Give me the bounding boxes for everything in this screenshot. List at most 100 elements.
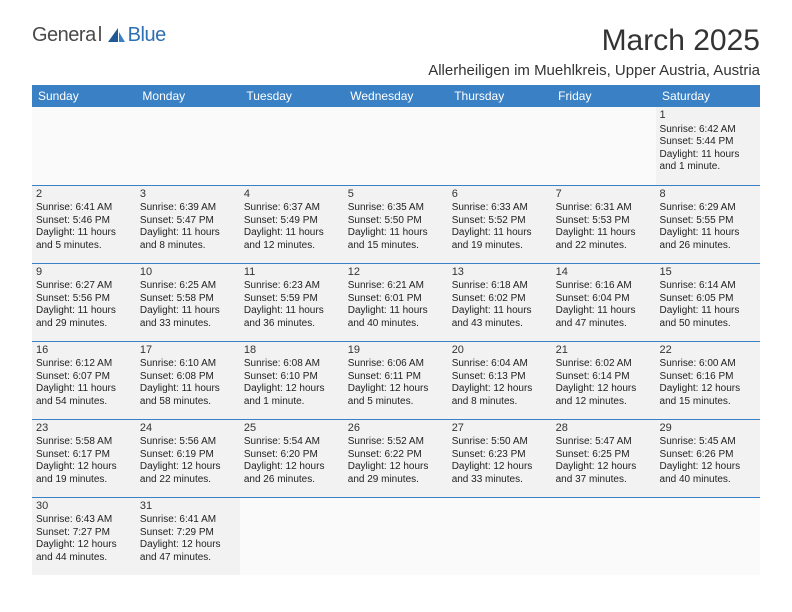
- daylight-text: and 37 minutes.: [556, 474, 652, 487]
- daylight-text: Daylight: 11 hours: [452, 227, 548, 240]
- day-cell: 19Sunrise: 6:06 AMSunset: 6:11 PMDayligh…: [344, 341, 448, 419]
- sunrise-text: Sunrise: 5:58 AM: [36, 436, 132, 449]
- day-number: 21: [556, 344, 652, 358]
- sunset-text: Sunset: 6:22 PM: [348, 449, 444, 462]
- daylight-text: Daylight: 12 hours: [348, 461, 444, 474]
- week-row: 1Sunrise: 6:42 AMSunset: 5:44 PMDaylight…: [32, 107, 760, 185]
- day-number: 10: [140, 266, 236, 280]
- sunrise-text: Sunrise: 6:41 AM: [36, 202, 132, 215]
- daylight-text: and 19 minutes.: [36, 474, 132, 487]
- day-number: 29: [660, 422, 756, 436]
- sunset-text: Sunset: 5:58 PM: [140, 293, 236, 306]
- sunrise-text: Sunrise: 5:50 AM: [452, 436, 548, 449]
- day-cell: 26Sunrise: 5:52 AMSunset: 6:22 PMDayligh…: [344, 419, 448, 497]
- daylight-text: Daylight: 12 hours: [556, 383, 652, 396]
- daylight-text: Daylight: 11 hours: [660, 305, 756, 318]
- day-header: Friday: [552, 85, 656, 107]
- day-number: 11: [244, 266, 340, 280]
- day-number: 20: [452, 344, 548, 358]
- sunset-text: Sunset: 5:53 PM: [556, 215, 652, 228]
- daylight-text: and 50 minutes.: [660, 318, 756, 331]
- logo-text-l: l: [98, 24, 102, 47]
- sunrise-text: Sunrise: 6:16 AM: [556, 280, 652, 293]
- location: Allerheiligen im Muehlkreis, Upper Austr…: [428, 62, 760, 79]
- sunset-text: Sunset: 6:02 PM: [452, 293, 548, 306]
- day-number: 26: [348, 422, 444, 436]
- day-cell: [448, 497, 552, 575]
- day-cell: [240, 107, 344, 185]
- sunset-text: Sunset: 5:55 PM: [660, 215, 756, 228]
- day-header: Wednesday: [344, 85, 448, 107]
- sunrise-text: Sunrise: 6:43 AM: [36, 514, 132, 527]
- daylight-text: Daylight: 12 hours: [244, 461, 340, 474]
- sunrise-text: Sunrise: 6:18 AM: [452, 280, 548, 293]
- daylight-text: Daylight: 11 hours: [140, 227, 236, 240]
- daylight-text: and 5 minutes.: [348, 396, 444, 409]
- daylight-text: and 12 minutes.: [244, 240, 340, 253]
- day-cell: 1Sunrise: 6:42 AMSunset: 5:44 PMDaylight…: [656, 107, 760, 185]
- sunset-text: Sunset: 5:59 PM: [244, 293, 340, 306]
- sunrise-text: Sunrise: 6:27 AM: [36, 280, 132, 293]
- daylight-text: and 54 minutes.: [36, 396, 132, 409]
- day-number: 23: [36, 422, 132, 436]
- day-number: 2: [36, 188, 132, 202]
- daylight-text: and 22 minutes.: [140, 474, 236, 487]
- month-title: March 2025: [428, 24, 760, 58]
- week-row: 9Sunrise: 6:27 AMSunset: 5:56 PMDaylight…: [32, 263, 760, 341]
- day-number: 9: [36, 266, 132, 280]
- day-number: 5: [348, 188, 444, 202]
- daylight-text: Daylight: 11 hours: [556, 305, 652, 318]
- day-cell: 15Sunrise: 6:14 AMSunset: 6:05 PMDayligh…: [656, 263, 760, 341]
- sunset-text: Sunset: 6:04 PM: [556, 293, 652, 306]
- daylight-text: Daylight: 11 hours: [36, 383, 132, 396]
- sunset-text: Sunset: 6:11 PM: [348, 371, 444, 384]
- day-header: Sunday: [32, 85, 136, 107]
- daylight-text: Daylight: 11 hours: [348, 227, 444, 240]
- daylight-text: Daylight: 11 hours: [452, 305, 548, 318]
- daylight-text: Daylight: 12 hours: [36, 461, 132, 474]
- day-number: 6: [452, 188, 548, 202]
- day-cell: 8Sunrise: 6:29 AMSunset: 5:55 PMDaylight…: [656, 185, 760, 263]
- sunset-text: Sunset: 6:10 PM: [244, 371, 340, 384]
- day-header-row: Sunday Monday Tuesday Wednesday Thursday…: [32, 85, 760, 107]
- sunset-text: Sunset: 7:27 PM: [36, 527, 132, 540]
- day-header: Saturday: [656, 85, 760, 107]
- day-cell: [136, 107, 240, 185]
- day-number: 13: [452, 266, 548, 280]
- daylight-text: and 36 minutes.: [244, 318, 340, 331]
- day-number: 30: [36, 500, 132, 514]
- daylight-text: and 1 minute.: [244, 396, 340, 409]
- week-row: 2Sunrise: 6:41 AMSunset: 5:46 PMDaylight…: [32, 185, 760, 263]
- logo: General Blue: [32, 24, 166, 47]
- daylight-text: and 40 minutes.: [660, 474, 756, 487]
- daylight-text: Daylight: 12 hours: [556, 461, 652, 474]
- daylight-text: Daylight: 11 hours: [660, 149, 756, 162]
- day-number: 22: [660, 344, 756, 358]
- day-number: 7: [556, 188, 652, 202]
- sunset-text: Sunset: 6:05 PM: [660, 293, 756, 306]
- day-number: 31: [140, 500, 236, 514]
- daylight-text: and 22 minutes.: [556, 240, 652, 253]
- daylight-text: and 19 minutes.: [452, 240, 548, 253]
- day-header: Tuesday: [240, 85, 344, 107]
- day-cell: 21Sunrise: 6:02 AMSunset: 6:14 PMDayligh…: [552, 341, 656, 419]
- week-row: 16Sunrise: 6:12 AMSunset: 6:07 PMDayligh…: [32, 341, 760, 419]
- daylight-text: Daylight: 11 hours: [140, 305, 236, 318]
- day-cell: 31Sunrise: 6:41 AMSunset: 7:29 PMDayligh…: [136, 497, 240, 575]
- sunset-text: Sunset: 6:25 PM: [556, 449, 652, 462]
- day-cell: 3Sunrise: 6:39 AMSunset: 5:47 PMDaylight…: [136, 185, 240, 263]
- day-cell: [552, 107, 656, 185]
- sunrise-text: Sunrise: 6:08 AM: [244, 358, 340, 371]
- day-cell: 22Sunrise: 6:00 AMSunset: 6:16 PMDayligh…: [656, 341, 760, 419]
- daylight-text: Daylight: 12 hours: [660, 383, 756, 396]
- sunset-text: Sunset: 5:49 PM: [244, 215, 340, 228]
- daylight-text: Daylight: 12 hours: [660, 461, 756, 474]
- day-cell: 25Sunrise: 5:54 AMSunset: 6:20 PMDayligh…: [240, 419, 344, 497]
- sunset-text: Sunset: 6:17 PM: [36, 449, 132, 462]
- daylight-text: and 1 minute.: [660, 161, 756, 174]
- day-number: 12: [348, 266, 444, 280]
- sunset-text: Sunset: 6:08 PM: [140, 371, 236, 384]
- sunset-text: Sunset: 5:44 PM: [660, 136, 756, 149]
- sunset-text: Sunset: 6:16 PM: [660, 371, 756, 384]
- day-cell: 29Sunrise: 5:45 AMSunset: 6:26 PMDayligh…: [656, 419, 760, 497]
